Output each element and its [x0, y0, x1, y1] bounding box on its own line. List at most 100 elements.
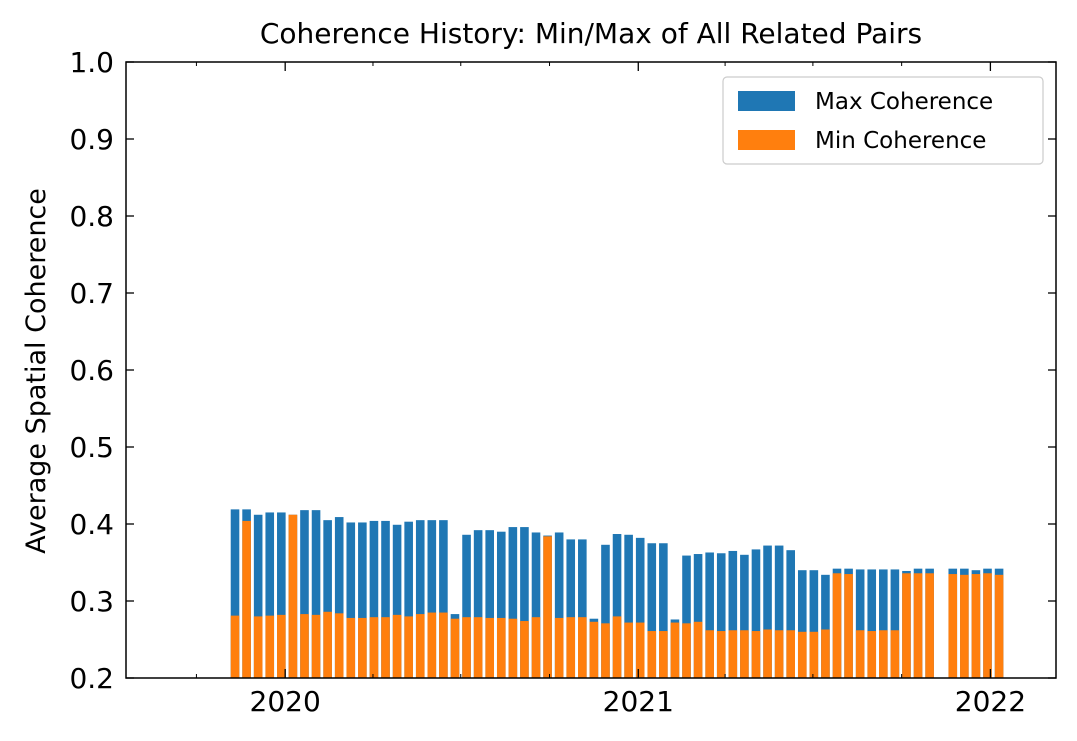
bar-max: [879, 569, 888, 678]
bar-min: [334, 613, 344, 678]
bar-max: [300, 510, 309, 678]
bar-max: [311, 510, 321, 678]
bar-min: [508, 618, 518, 678]
legend-swatch-min: [738, 130, 795, 150]
bar-max: [392, 524, 402, 678]
bar-min: [624, 622, 633, 678]
bar-min: [705, 630, 714, 678]
bar-min: [520, 621, 529, 678]
bar-min: [578, 617, 587, 678]
bar-max: [427, 520, 437, 678]
bar-min: [323, 611, 332, 678]
chart-title: Coherence History: Min/Max of All Relate…: [260, 17, 922, 50]
bar-min: [277, 614, 286, 678]
bar-min: [647, 631, 657, 678]
bar-min: [415, 614, 425, 678]
bar-max: [855, 569, 865, 678]
bar-min: [971, 574, 981, 678]
bar-max: [774, 545, 784, 678]
bar-max: [693, 554, 703, 678]
bar-min: [832, 573, 842, 678]
bar-min: [450, 618, 460, 678]
bar-min: [879, 630, 888, 678]
bar-min: [670, 622, 680, 678]
y-tick-label: 1.0: [69, 46, 114, 79]
bar-max: [890, 569, 900, 678]
y-tick-label: 0.9: [69, 123, 114, 156]
bar-min: [740, 630, 749, 678]
axes-group: 0.2 0.3 0.4 0.5 0.6 0.7 0.8 0.9 1.0 2020 2021 2022: [69, 46, 1056, 718]
bar-min: [589, 621, 599, 678]
legend-swatch-max: [738, 91, 795, 111]
bar-min: [346, 617, 356, 678]
bar-min: [786, 630, 795, 678]
bar-max: [520, 527, 529, 678]
bar-min: [774, 630, 784, 678]
bar-max: [601, 544, 610, 678]
bar-min: [543, 536, 552, 678]
bar-max: [334, 517, 344, 678]
bar-max: [566, 539, 576, 678]
x-tick-label: 2022: [955, 685, 1026, 718]
bar-min: [392, 614, 402, 678]
y-tick-label: 0.5: [69, 431, 114, 464]
bar-min: [265, 615, 275, 678]
bar-min: [890, 630, 900, 678]
bar-max: [809, 570, 819, 678]
bar-min: [230, 615, 240, 678]
bar-max: [554, 532, 564, 678]
bar-min: [659, 631, 668, 678]
bar-max: [404, 521, 413, 678]
y-tick-label: 0.7: [69, 277, 114, 310]
bar-min: [369, 617, 379, 678]
y-axis-label: Average Spatial Coherence: [21, 188, 52, 554]
bar-min: [612, 616, 622, 678]
bar-min: [554, 617, 564, 678]
bar-min: [960, 574, 969, 678]
bar-min: [983, 573, 992, 678]
bar-min: [242, 520, 251, 678]
bar-max: [381, 520, 390, 678]
bar-min: [855, 630, 865, 678]
legend-label-min: Min Coherence: [815, 128, 986, 154]
bar-max: [716, 553, 726, 678]
bar-max: [277, 512, 286, 678]
bar-max: [358, 522, 367, 678]
y-tick-label: 0.8: [69, 200, 114, 233]
bar-max: [369, 520, 379, 678]
bar-min: [994, 574, 1004, 678]
bar-max: [508, 527, 518, 678]
bar-max: [763, 545, 772, 678]
bar-min: [496, 617, 506, 678]
bar-min: [531, 617, 541, 678]
bar-min: [913, 573, 923, 678]
bar-max: [867, 569, 877, 678]
plot-frame: [125, 61, 1057, 679]
bar-max: [682, 555, 691, 678]
bar-max: [728, 550, 738, 678]
legend: Max Coherence Min Coherence: [722, 76, 1044, 165]
bar-max: [485, 530, 495, 678]
bar-min: [716, 631, 726, 678]
bar-max: [647, 543, 657, 678]
bar-max: [740, 554, 749, 678]
bar-max: [659, 543, 668, 678]
bar-min: [728, 630, 738, 678]
bar-max: [797, 570, 807, 678]
bar-max: [415, 520, 425, 678]
bar-min: [601, 623, 610, 678]
bar-min: [635, 622, 645, 678]
x-tick-label: 2020: [250, 685, 321, 718]
bar-max: [612, 534, 622, 678]
bar-min: [809, 631, 819, 678]
bar-min: [751, 631, 761, 678]
bar-max: [462, 534, 471, 678]
x-tick-label: 2021: [603, 685, 674, 718]
bar-min: [404, 616, 413, 678]
bar-min: [844, 574, 853, 678]
bar-max: [786, 550, 795, 678]
bar-min: [288, 514, 298, 678]
y-tick-label: 0.6: [69, 354, 114, 387]
bar-max: [439, 520, 448, 678]
